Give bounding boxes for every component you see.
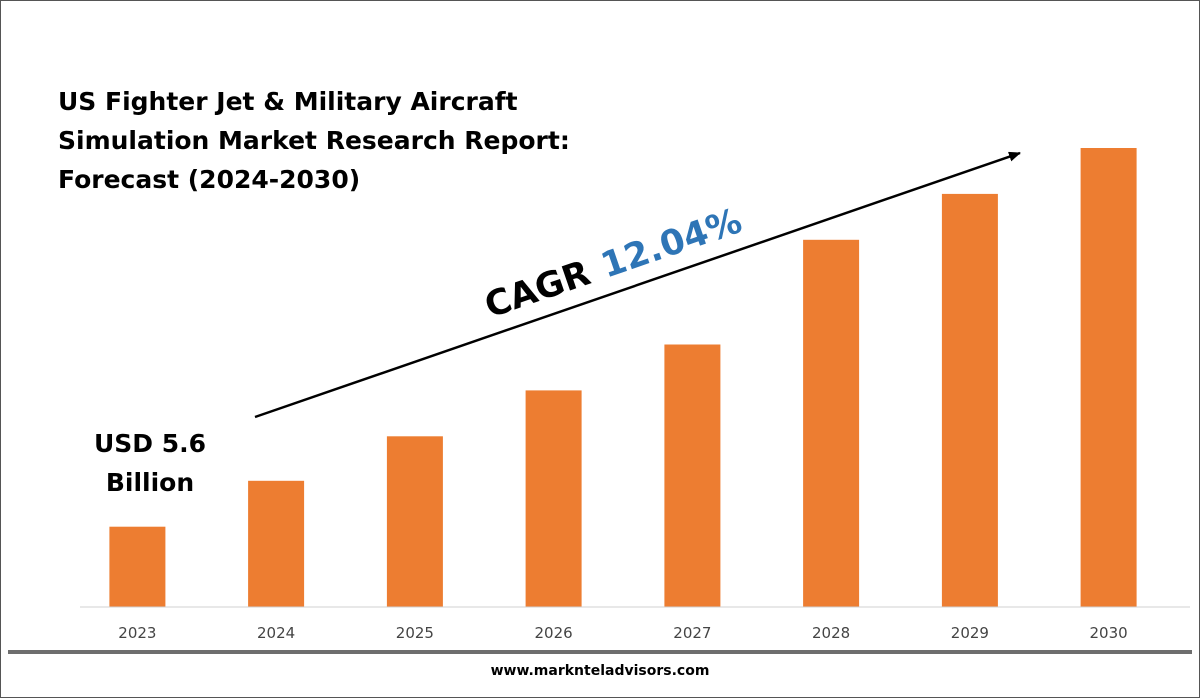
x-tick-label-2028: 2028 [812,624,850,642]
bar-2025 [386,436,443,607]
first-value-label-line-1: USD 5.6 [94,429,206,458]
x-tick-label-2026: 2026 [535,624,573,642]
x-tick-label-2029: 2029 [951,624,989,642]
chart-title-line-3: Forecast (2024-2030) [58,165,360,194]
x-tick-label-2030: 2030 [1090,624,1128,642]
x-tick-label-2025: 2025 [396,624,434,642]
x-tick-label-2027: 2027 [673,624,711,642]
bar-2029 [941,193,998,607]
growth-arrow [254,151,1021,419]
footer-rule [8,650,1192,654]
bar-2030 [1080,148,1137,607]
cagr-label: CAGR [480,253,596,326]
chart-title-line-1: US Fighter Jet & Military Aircraft [58,87,518,116]
x-tick-label-2024: 2024 [257,624,295,642]
x-tick-label-2023: 2023 [118,624,156,642]
footer-url: www.marknteladvisors.com [490,663,710,679]
bar-2026 [525,390,582,607]
first-value-label-line-2: Billion [106,468,194,497]
svg-text:CAGR 12.04%: CAGR 12.04% [480,201,747,326]
bar-2027 [664,344,721,607]
cagr-annotation: CAGR 12.04% [480,201,747,326]
bar-2024 [248,480,305,607]
bar-2023 [109,526,166,607]
x-tick-labels: 2023 2024 2025 2026 2027 2028 2029 2030 [118,624,1127,642]
chart-title-line-2: Simulation Market Research Report: [58,126,570,155]
bar-2028 [803,239,860,608]
bars-group [109,148,1137,608]
